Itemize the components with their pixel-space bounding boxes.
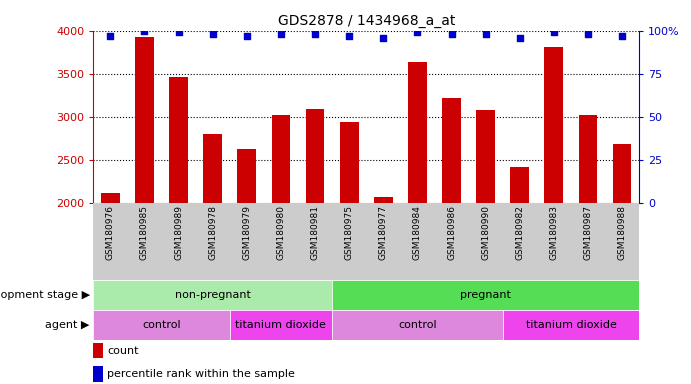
Text: GSM180987: GSM180987 — [583, 205, 592, 260]
Text: GSM180977: GSM180977 — [379, 205, 388, 260]
Text: control: control — [142, 320, 181, 330]
Text: development stage ▶: development stage ▶ — [0, 290, 90, 300]
Bar — [93, 310, 230, 340]
Point — [378, 35, 389, 41]
Bar — [238, 149, 256, 203]
Text: GSM180986: GSM180986 — [447, 205, 456, 260]
Text: GSM180984: GSM180984 — [413, 205, 422, 260]
Bar — [511, 167, 529, 203]
Text: count: count — [107, 346, 138, 356]
Text: GSM180982: GSM180982 — [515, 205, 524, 260]
Bar — [101, 193, 120, 203]
Point — [207, 31, 218, 37]
Text: control: control — [398, 320, 437, 330]
Bar — [230, 310, 332, 340]
Point — [583, 31, 594, 37]
Point — [276, 31, 287, 37]
Point — [480, 31, 491, 37]
Text: GSM180990: GSM180990 — [481, 205, 490, 260]
Bar — [578, 115, 598, 203]
Text: GSM180983: GSM180983 — [549, 205, 558, 260]
Text: GSM180981: GSM180981 — [310, 205, 319, 260]
Text: GSM180985: GSM180985 — [140, 205, 149, 260]
Text: titanium dioxide: titanium dioxide — [525, 320, 616, 330]
Text: agent ▶: agent ▶ — [46, 320, 90, 330]
Text: GSM180979: GSM180979 — [243, 205, 252, 260]
Title: GDS2878 / 1434968_a_at: GDS2878 / 1434968_a_at — [278, 14, 455, 28]
Text: percentile rank within the sample: percentile rank within the sample — [107, 369, 295, 379]
Bar — [340, 122, 359, 203]
Text: GSM180978: GSM180978 — [208, 205, 217, 260]
Point — [241, 33, 252, 39]
Text: titanium dioxide: titanium dioxide — [236, 320, 326, 330]
Text: GSM180988: GSM180988 — [618, 205, 627, 260]
Bar — [93, 343, 103, 358]
Point — [616, 33, 627, 39]
Point — [549, 29, 560, 35]
Point — [310, 31, 321, 37]
Bar — [272, 115, 290, 203]
Point — [514, 35, 525, 41]
Text: GSM180989: GSM180989 — [174, 205, 183, 260]
Point — [139, 28, 150, 34]
Point — [412, 29, 423, 35]
Point — [105, 33, 116, 39]
Bar — [203, 134, 222, 203]
Bar — [503, 310, 639, 340]
Bar — [374, 197, 392, 203]
Bar — [93, 280, 332, 310]
Text: GSM180975: GSM180975 — [345, 205, 354, 260]
Bar — [613, 144, 632, 203]
Bar — [476, 110, 495, 203]
Text: GSM180980: GSM180980 — [276, 205, 285, 260]
Point — [173, 29, 184, 35]
Point — [446, 31, 457, 37]
Text: pregnant: pregnant — [460, 290, 511, 300]
Point — [343, 33, 354, 39]
Bar — [169, 77, 188, 203]
Bar — [332, 310, 503, 340]
Bar — [545, 47, 563, 203]
Bar — [408, 62, 427, 203]
Bar — [305, 109, 325, 203]
Bar — [93, 366, 103, 382]
Bar — [332, 280, 639, 310]
Text: GSM180976: GSM180976 — [106, 205, 115, 260]
Text: non-pregnant: non-pregnant — [175, 290, 251, 300]
Bar — [442, 98, 461, 203]
Bar — [135, 37, 154, 203]
